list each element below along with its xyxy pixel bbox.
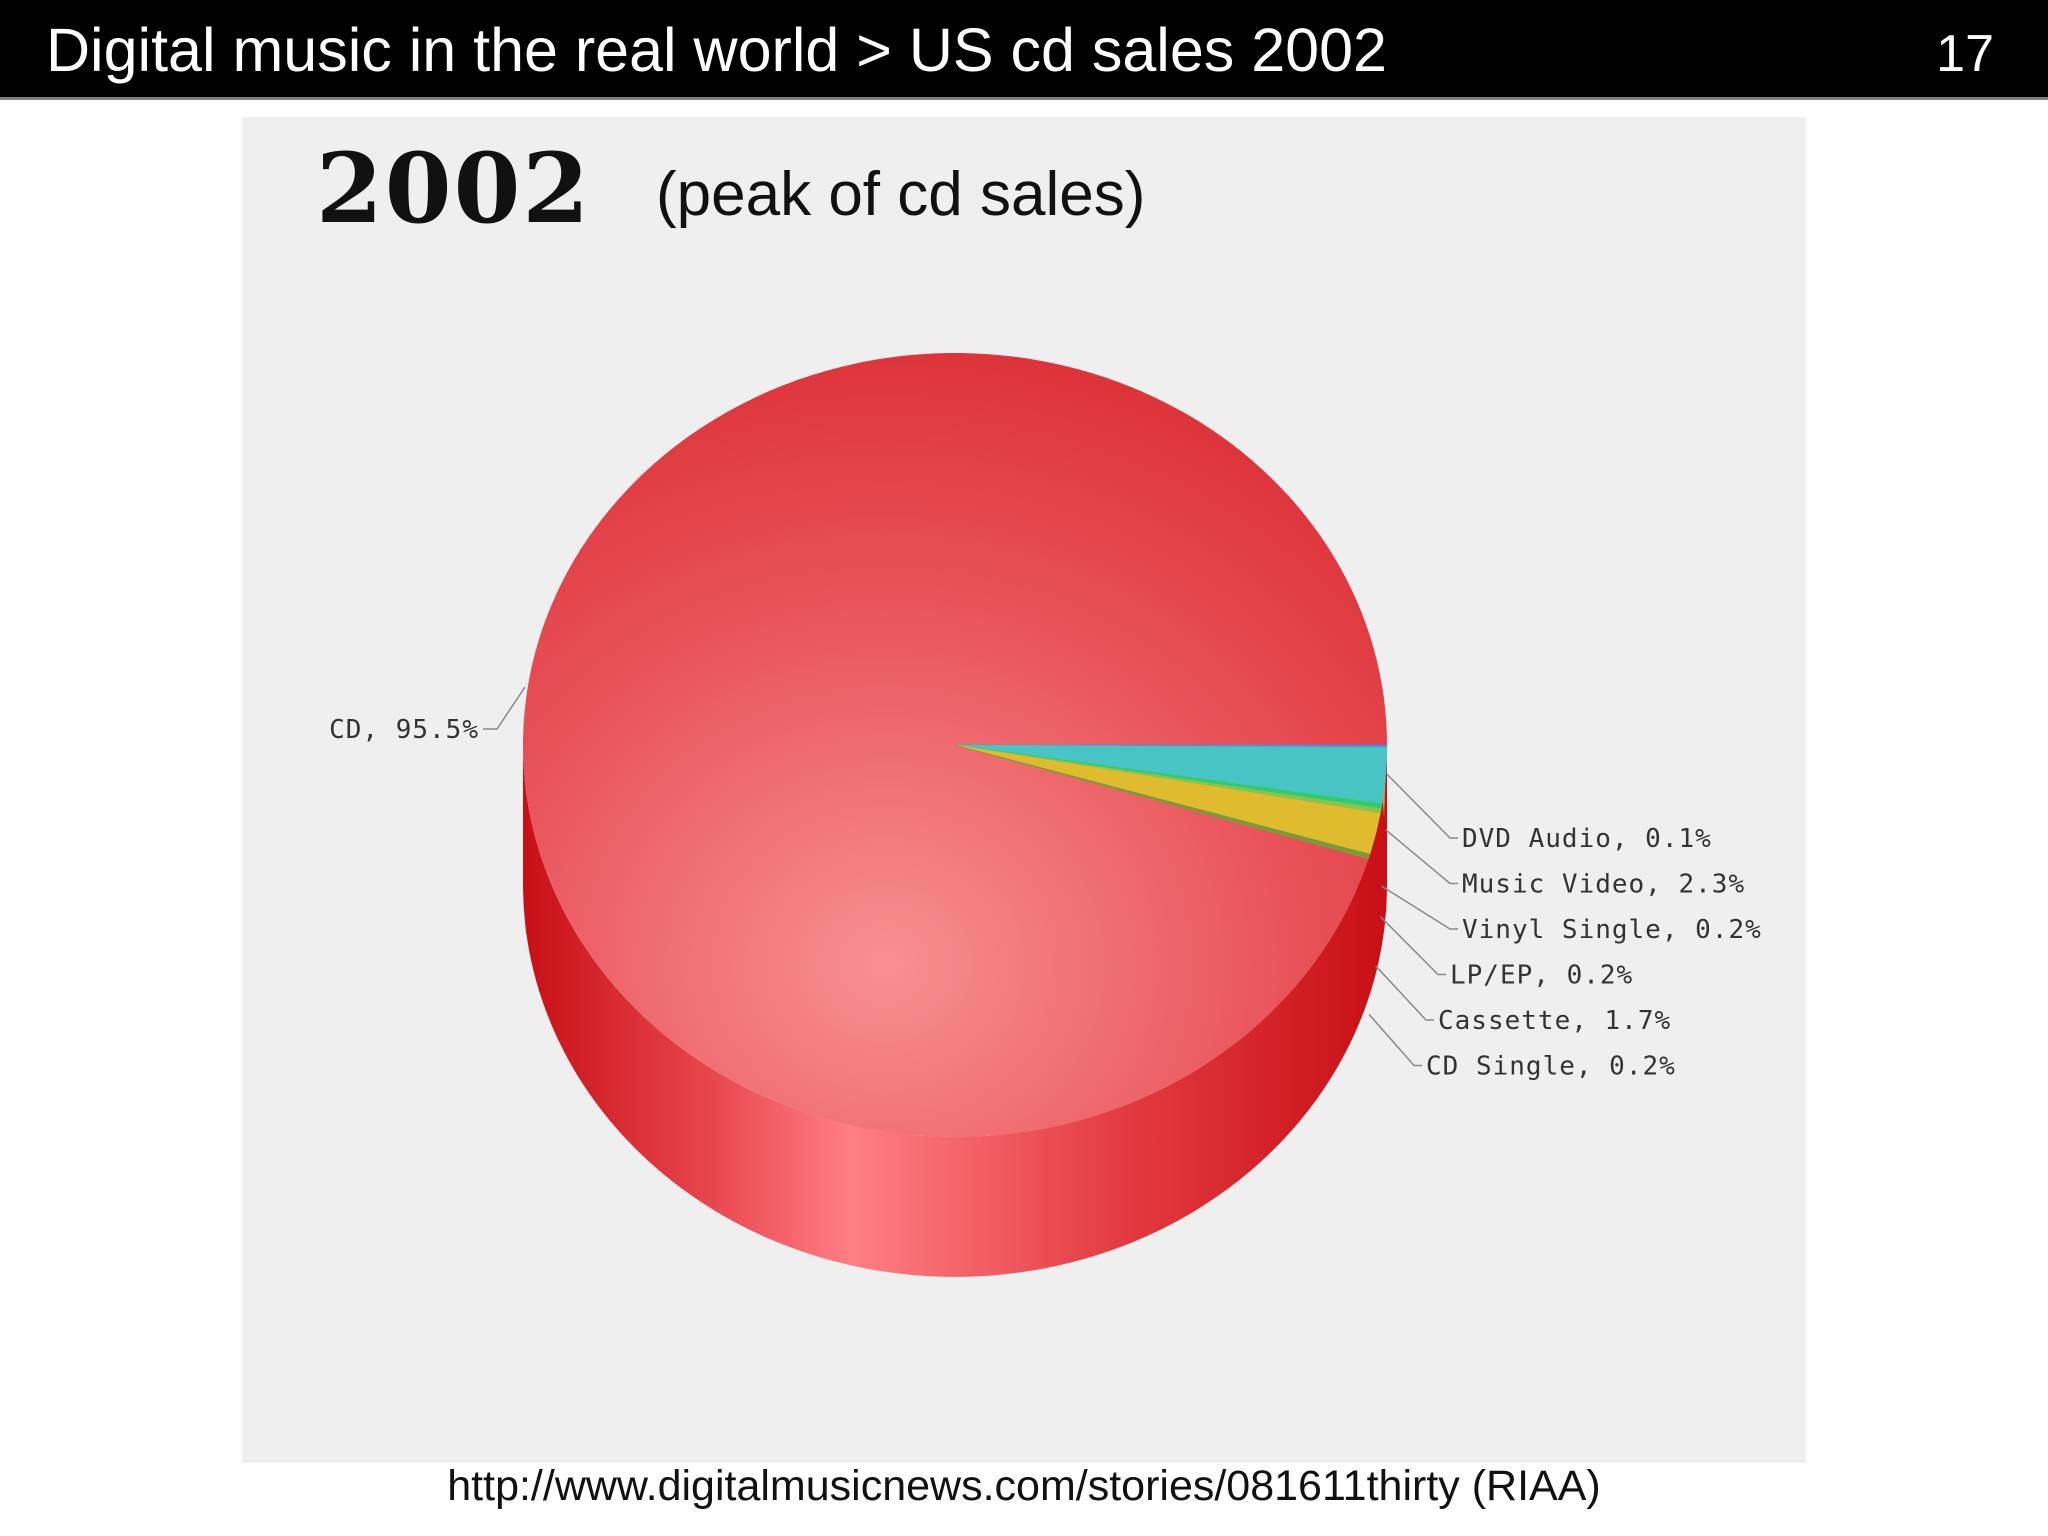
source-citation: http://www.digitalmusicnews.com/stories/… — [447, 1462, 1601, 1510]
pie-label-cd: CD, 95.5% — [329, 715, 479, 745]
leader-line-vinyl-single — [1381, 885, 1458, 930]
title-bar: Digital music in the real world > US cd … — [0, 0, 2048, 100]
leader-line-lp-ep — [1380, 916, 1446, 976]
slide-number: 17 — [1936, 25, 1994, 83]
leader-line-cd-single — [1368, 1014, 1422, 1067]
pie-label-layer: DVD Audio, 0.1% Music Video, 2.3% Vinyl Si… — [329, 686, 1762, 1082]
pie-side-wall — [523, 745, 1387, 1277]
leader-line-music-video — [1385, 829, 1458, 885]
pie-label-cd-single: CD Single, 0.2% — [1426, 1052, 1676, 1082]
pie-label-cassette: Cassette, 1.7% — [1438, 1006, 1671, 1036]
chart-year-heading: 2002 — [316, 132, 592, 245]
pie-top-layer — [522, 353, 1388, 1138]
leader-line-cassette — [1375, 965, 1434, 1021]
pie-label-vinyl-single: Vinyl Single, 0.2% — [1462, 915, 1762, 945]
leader-line-cd — [483, 686, 526, 730]
pie-slice-cd-single — [954, 744, 1371, 860]
pie-label-music-video: Music Video, 2.3% — [1462, 870, 1745, 900]
leader-line-dvd-audio — [1386, 773, 1458, 839]
pie-label-dvd-audio: DVD Audio, 0.1% — [1462, 824, 1712, 854]
slide-title: Digital music in the real world > US cd … — [46, 16, 1387, 84]
pie-label-lp-ep: LP/EP, 0.2% — [1450, 961, 1633, 991]
chart-subtitle: (peak of cd sales) — [656, 160, 1146, 229]
